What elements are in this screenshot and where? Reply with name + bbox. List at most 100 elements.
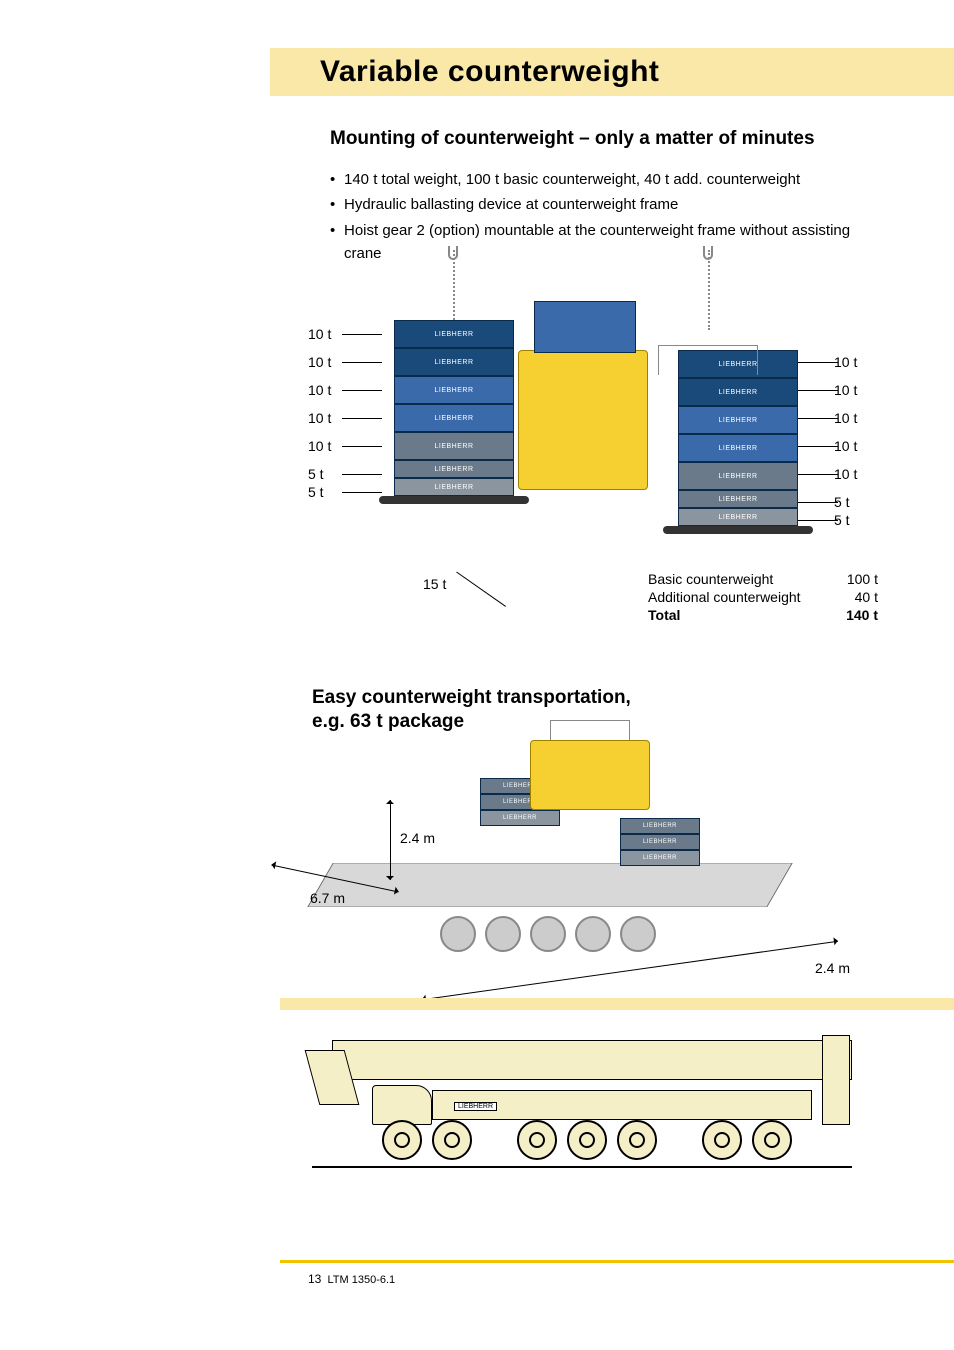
leader-line (342, 362, 382, 363)
base-plate (663, 526, 813, 534)
weight-label: 10 t (308, 382, 331, 398)
bullet-item: 140 t total weight, 100 t basic counterw… (330, 168, 870, 191)
title-bar: Variable counterweight (270, 48, 954, 96)
page-footer: 13 LTM 1350-6.1 (308, 1272, 395, 1286)
slab: LIEBHERR (620, 850, 700, 866)
slab: LIEBHERR (394, 478, 514, 496)
slab: LIEBHERR (480, 810, 560, 826)
legend-row: Additional counterweight 40 t (648, 588, 878, 606)
divider-bar (280, 998, 954, 1010)
slab: LIEBHERR (394, 404, 514, 432)
counterweight-stack: LIEBHERRLIEBHERRLIEBHERRLIEBHERRLIEBHERR… (678, 350, 798, 534)
wheel-icon (530, 916, 566, 952)
trailer-bed (307, 863, 792, 907)
wheel-icon (485, 916, 521, 952)
subtitle2-line1: Easy counterweight transportation, (312, 687, 631, 708)
weight-label: 10 t (308, 438, 331, 454)
slab: LIEBHERR (394, 320, 514, 348)
slab: LIEBHERR (678, 406, 798, 434)
leader-line (798, 502, 838, 503)
weight-label: 15 t (423, 576, 446, 592)
counterweight-diagram: 10 t10 t10 t10 t10 t5 t5 t 10 t10 t10 t1… (308, 250, 878, 650)
leader-line (342, 390, 382, 391)
weight-legend: Basic counterweight 100 t Additional cou… (648, 570, 878, 624)
leader-line (798, 390, 838, 391)
leader-line (798, 474, 838, 475)
brand-label: LIEBHERR (454, 1102, 497, 1111)
dimension-label: 6.7 m (310, 890, 345, 906)
leader-line (342, 492, 382, 493)
dimension-arrow (390, 800, 391, 880)
leader-line (342, 418, 382, 419)
weight-label: 5 t (308, 484, 324, 500)
crane-rear (822, 1035, 850, 1125)
slab: LIEBHERR (620, 834, 700, 850)
wheel-icon (382, 1120, 422, 1160)
legend-value: 40 t (855, 589, 878, 605)
slab: LIEBHERR (678, 434, 798, 462)
handrail (658, 345, 758, 375)
chain-icon (708, 250, 710, 330)
counterweight-frame (518, 350, 648, 490)
footer-rule (280, 1260, 954, 1263)
legend-value: 140 t (846, 607, 878, 623)
base-plate (379, 496, 529, 504)
leader-line (342, 334, 382, 335)
legend-label: Basic counterweight (648, 571, 773, 587)
legend-label: Additional counterweight (648, 589, 801, 605)
leader-line (342, 474, 382, 475)
slab: LIEBHERR (678, 508, 798, 526)
subtitle2-line2: e.g. 63 t package (312, 711, 464, 732)
weight-label: 10 t (308, 354, 331, 370)
transport-diagram: LIEBHERR LIEBHERR LIEBHERR LIEBHERR LIEB… (260, 740, 880, 1010)
crane-cab (372, 1085, 432, 1125)
slab: LIEBHERR (394, 348, 514, 376)
dimension-label: 2.4 m (400, 830, 435, 846)
wheel-icon (620, 916, 656, 952)
crane-boom (332, 1040, 852, 1080)
load-stack: LIEBHERR LIEBHERR LIEBHERR (620, 818, 700, 898)
dimension-label: 2.4 m (815, 960, 850, 976)
hook-icon (448, 246, 458, 260)
weight-label: 10 t (308, 410, 331, 426)
section-subtitle: Mounting of counterweight – only a matte… (330, 128, 815, 150)
slab: LIEBHERR (678, 462, 798, 490)
wheel-icon (575, 916, 611, 952)
chain-icon (453, 250, 455, 320)
crane-side-view: LIEBHERR (292, 1030, 862, 1190)
ground-line (312, 1166, 852, 1168)
slab: LIEBHERR (678, 378, 798, 406)
model-code: LTM 1350-6.1 (327, 1274, 395, 1286)
wheel-icon (517, 1120, 557, 1160)
wheel-icon (702, 1120, 742, 1160)
handrail (550, 720, 630, 740)
page-title: Variable counterweight (320, 55, 659, 89)
wheel-icon (752, 1120, 792, 1160)
wheel-icon (440, 916, 476, 952)
slab: LIEBHERR (394, 432, 514, 460)
leader-line (798, 520, 838, 521)
legend-value: 100 t (847, 571, 878, 587)
page-number: 13 (308, 1272, 321, 1286)
leader-line (798, 418, 838, 419)
slab: LIEBHERR (394, 376, 514, 404)
wheel-icon (432, 1120, 472, 1160)
wheel-icon (567, 1120, 607, 1160)
slab: LIEBHERR (678, 490, 798, 508)
bullet-item: Hydraulic ballasting device at counterwe… (330, 193, 870, 216)
leader-line (798, 446, 838, 447)
leader-line (456, 572, 506, 607)
slab: LIEBHERR (394, 460, 514, 478)
wheel-icon (617, 1120, 657, 1160)
legend-row: Total 140 t (648, 606, 878, 624)
hook-icon (703, 246, 713, 260)
leader-line (342, 446, 382, 447)
counterweight-stack: LIEBHERRLIEBHERRLIEBHERRLIEBHERRLIEBHERR… (394, 320, 514, 504)
leader-line (798, 362, 838, 363)
slab: LIEBHERR (620, 818, 700, 834)
legend-row: Basic counterweight 100 t (648, 570, 878, 588)
weight-label: 5 t (308, 466, 324, 482)
legend-label: Total (648, 607, 680, 623)
frame-load (530, 740, 650, 810)
weight-label: 10 t (308, 326, 331, 342)
